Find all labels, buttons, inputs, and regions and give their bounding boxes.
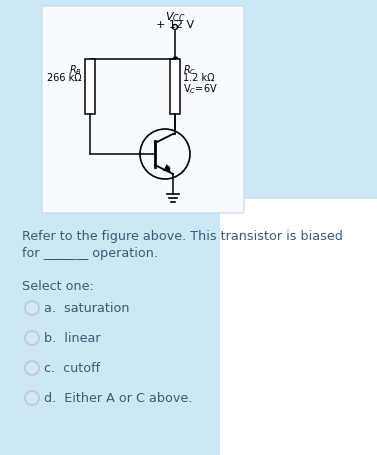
Text: a.  saturation: a. saturation [44,302,130,315]
Circle shape [25,391,39,405]
Text: R$_B$: R$_B$ [69,63,82,76]
Text: Refer to the figure above. This transistor is biased: Refer to the figure above. This transist… [22,229,343,243]
FancyBboxPatch shape [42,7,244,213]
Circle shape [25,361,39,375]
Bar [170,60,180,115]
Bar [85,60,95,115]
Text: 266 kΩ: 266 kΩ [48,73,82,83]
Polygon shape [220,200,377,455]
Text: d.  Either A or C above.: d. Either A or C above. [44,392,192,404]
Text: + 12 V: + 12 V [156,20,194,30]
Text: V$_{CC}$: V$_{CC}$ [165,10,185,24]
Text: V$_C$=6V: V$_C$=6V [183,82,218,96]
Text: c.  cutoff: c. cutoff [44,362,100,374]
Circle shape [25,331,39,345]
Text: 1.2 kΩ: 1.2 kΩ [183,73,215,83]
Text: for _______ operation.: for _______ operation. [22,247,158,259]
Text: R$_C$: R$_C$ [183,63,196,76]
Circle shape [25,301,39,315]
Text: Select one:: Select one: [22,279,94,293]
Text: b.  linear: b. linear [44,332,101,345]
